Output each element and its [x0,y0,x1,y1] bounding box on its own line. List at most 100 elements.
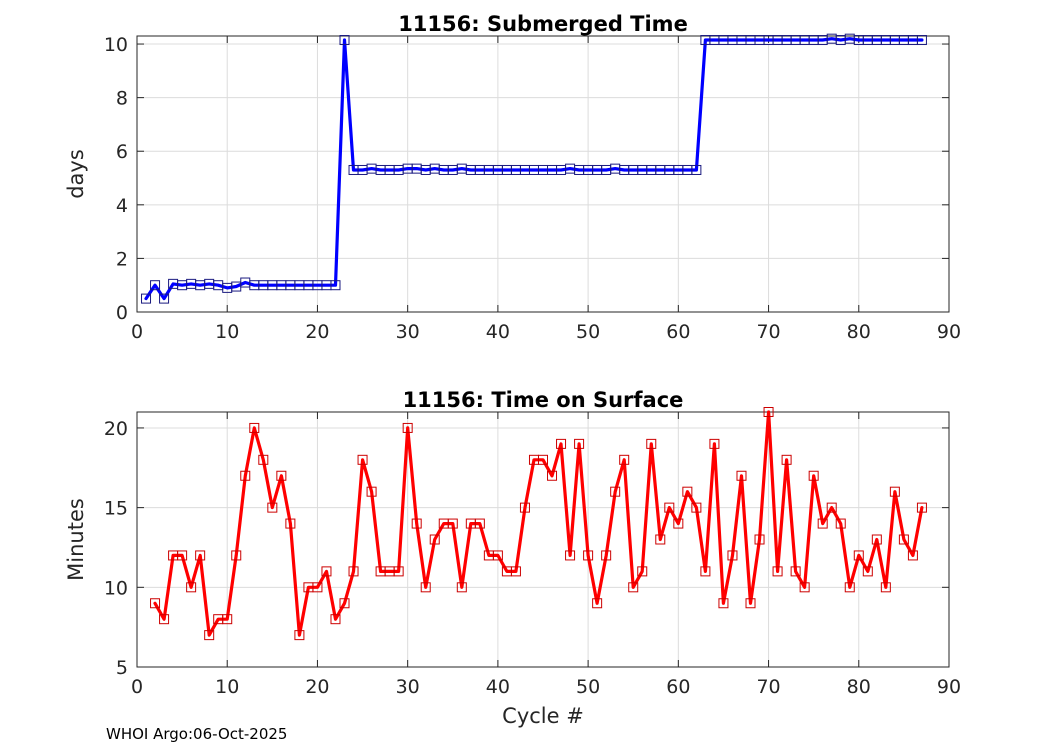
surface-data-point [637,566,648,577]
surface-data-point [691,502,702,513]
submerged-series-line [144,37,924,301]
submerged-data-point [916,35,927,46]
submerged-time-panel: 0 10 20 30 40 50 60 70 80 90 0 2 4 6 8 10 11156: Subme… [64,12,961,343]
surface-data-point [619,454,630,465]
surface-data-point [646,438,657,449]
surface-data-point [231,550,242,561]
surface-data-point [556,438,567,449]
surface-data-point [258,454,269,465]
submerged-data-point [330,280,341,291]
surface-data-point [240,470,251,481]
surface-data-point [916,502,927,513]
surface-data-point [547,470,558,481]
surface-data-point [574,438,585,449]
surface-data-point [186,582,197,593]
surface-x-tick-label: 80 [847,676,871,698]
submerged-data-point [159,293,170,304]
surface-data-point [628,582,639,593]
surface-data-point [492,550,503,561]
surface-data-point [844,582,855,593]
surface-data-point [601,550,612,561]
submerged-y-tick-label: 10 [104,34,128,56]
submerged-y-tick-label: 8 [116,88,128,110]
surface-x-tick-label: 10 [215,676,239,698]
submerged-data-point [339,35,350,46]
surface-data-point [871,534,882,545]
surface-data-point [222,614,233,625]
surface-data-point [610,486,621,497]
surface-data-point [420,582,431,593]
surface-data-point [799,582,810,593]
submerged-x-tick-label: 80 [847,321,871,343]
surface-data-point [826,502,837,513]
footer-credit: WHOI Argo:06-Oct-2025 [106,725,288,743]
surface-y-ticks: 5 10 15 20 [104,418,949,679]
surface-data-point [267,502,278,513]
surface-data-point [718,598,729,609]
submerged-chart-title: 11156: Submerged Time [398,12,688,36]
surface-data-point [880,582,891,593]
surface-data-point [321,566,332,577]
surface-data-point [817,518,828,529]
surface-data-point [709,438,720,449]
submerged-data-point [150,280,161,291]
surface-data-point [357,454,368,465]
submerged-axes-box [136,35,950,313]
surface-data-point [853,550,864,561]
surface-data-point [565,550,576,561]
surface-x-tick-label: 70 [756,676,780,698]
submerged-y-tick-label: 2 [116,248,128,270]
submerged-y-ticks: 0 2 4 6 8 10 [104,34,949,324]
surface-data-point [763,407,774,417]
surface-data-point [862,566,873,577]
submerged-y-tick-label: 6 [116,141,128,163]
surface-data-point [150,598,161,609]
surface-data-point [339,598,350,609]
submerged-data-point [141,293,152,304]
surface-data-point [736,470,747,481]
submerged-x-tick-label: 10 [215,321,239,343]
surface-time-panel: 0 10 20 30 40 50 60 70 80 90 5 10 15 20 11156: Time … [64,388,961,728]
surface-x-tick-label: 40 [486,676,510,698]
surface-data-point [474,518,485,529]
surface-data-point [754,534,765,545]
surface-data-point [889,486,900,497]
surface-data-point [447,518,458,529]
submerged-x-tick-label: 50 [576,321,600,343]
surface-data-point [664,502,675,513]
surface-series [150,407,927,641]
surface-data-point [330,614,341,625]
surface-data-point [285,518,296,529]
submerged-x-tick-label: 20 [305,321,329,343]
surface-x-tick-label: 60 [666,676,690,698]
surface-x-tick-label: 90 [937,676,961,698]
surface-data-point [727,550,738,561]
surface-data-point [402,422,413,433]
surface-x-axis-label: Cycle # [502,704,584,728]
surface-data-point [276,470,287,481]
surface-x-tick-label: 0 [131,676,143,698]
surface-data-point [366,486,377,497]
surface-data-point [204,630,215,641]
surface-data-point [781,454,792,465]
surface-data-point [655,534,666,545]
surface-data-point [538,454,548,465]
surface-data-point [456,582,467,593]
submerged-series [141,33,927,304]
submerged-data-point [691,164,702,175]
surface-data-point [808,470,819,481]
surface-x-tick-label: 20 [305,676,329,698]
surface-data-point [393,566,404,577]
surface-axes-box [136,411,950,668]
surface-data-point [772,566,783,577]
submerged-y-tick-label: 0 [116,302,128,324]
surface-data-point [159,614,170,625]
surface-data-point [835,518,846,529]
surface-data-point [429,534,440,545]
surface-data-point [411,518,422,529]
surface-data-point [898,534,909,545]
surface-x-tick-label: 30 [396,676,420,698]
submerged-x-tick-label: 30 [396,321,420,343]
surface-data-point [700,566,711,577]
